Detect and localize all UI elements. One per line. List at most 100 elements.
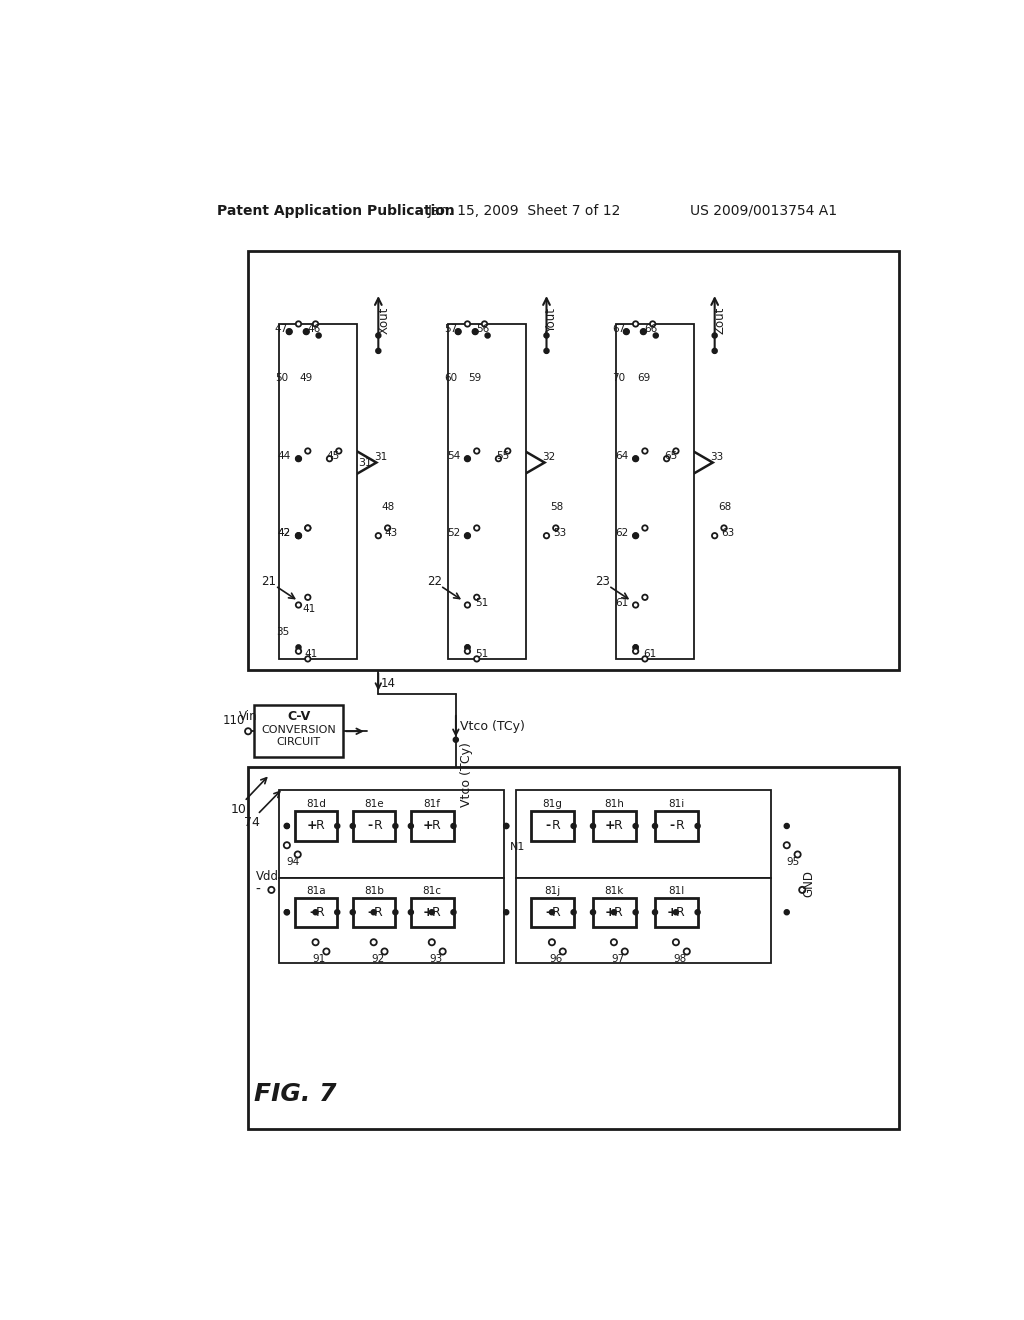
- Text: 95: 95: [786, 857, 800, 867]
- Circle shape: [285, 909, 289, 915]
- Text: CIRCUIT: CIRCUIT: [276, 737, 321, 747]
- Circle shape: [673, 449, 679, 454]
- Circle shape: [633, 602, 638, 607]
- Text: Xout: Xout: [377, 306, 390, 334]
- Text: -: -: [255, 883, 260, 896]
- Circle shape: [465, 533, 470, 539]
- Text: Vdd: Vdd: [256, 870, 279, 883]
- Circle shape: [474, 594, 479, 601]
- Circle shape: [305, 525, 310, 531]
- Circle shape: [560, 948, 566, 954]
- Text: 35: 35: [275, 627, 289, 638]
- Circle shape: [474, 525, 479, 531]
- Text: N1: N1: [510, 842, 525, 851]
- Circle shape: [465, 645, 470, 649]
- Text: 110: 110: [222, 714, 245, 727]
- Text: 81e: 81e: [365, 800, 384, 809]
- Bar: [655, 898, 697, 927]
- Circle shape: [673, 940, 679, 945]
- Circle shape: [642, 594, 647, 601]
- Text: +: +: [307, 820, 317, 833]
- Text: 55: 55: [496, 451, 509, 462]
- Text: -: -: [309, 906, 314, 919]
- Text: 91: 91: [312, 954, 326, 964]
- Bar: [280, 789, 504, 878]
- Text: 66: 66: [644, 325, 657, 334]
- Text: 67: 67: [612, 325, 626, 334]
- Text: Vin: Vin: [239, 710, 257, 723]
- Text: 97: 97: [611, 954, 625, 964]
- Circle shape: [350, 824, 355, 829]
- Circle shape: [664, 455, 670, 462]
- Circle shape: [456, 329, 461, 334]
- Bar: [515, 878, 771, 964]
- Circle shape: [295, 851, 301, 858]
- Circle shape: [335, 909, 340, 915]
- Circle shape: [633, 648, 638, 653]
- Circle shape: [296, 321, 301, 326]
- Circle shape: [324, 948, 330, 954]
- Circle shape: [452, 909, 456, 915]
- Circle shape: [465, 321, 470, 326]
- Circle shape: [591, 824, 595, 829]
- Circle shape: [296, 533, 301, 539]
- Circle shape: [284, 842, 290, 849]
- Text: 46: 46: [307, 325, 321, 334]
- Text: 61: 61: [643, 648, 656, 659]
- Text: +: +: [423, 906, 433, 919]
- Text: 42: 42: [278, 528, 291, 539]
- Circle shape: [296, 645, 301, 649]
- Circle shape: [285, 824, 289, 829]
- Text: 52: 52: [446, 528, 460, 539]
- Text: R: R: [552, 820, 560, 833]
- Text: Yout: Yout: [546, 308, 558, 333]
- Circle shape: [553, 525, 558, 531]
- Text: 69: 69: [637, 372, 650, 383]
- Text: 93: 93: [429, 954, 442, 964]
- Circle shape: [287, 330, 292, 334]
- Text: 42: 42: [278, 528, 291, 539]
- Circle shape: [784, 824, 790, 829]
- Circle shape: [312, 940, 318, 945]
- Circle shape: [642, 449, 647, 454]
- Text: GND: GND: [802, 870, 815, 898]
- Circle shape: [409, 824, 414, 829]
- Circle shape: [313, 321, 318, 326]
- Text: 48: 48: [382, 502, 395, 512]
- Circle shape: [303, 329, 309, 334]
- Text: 81k: 81k: [604, 886, 624, 896]
- Circle shape: [296, 648, 301, 653]
- Text: +: +: [423, 820, 433, 833]
- Circle shape: [336, 449, 342, 454]
- Circle shape: [296, 602, 301, 607]
- Circle shape: [624, 330, 629, 334]
- Bar: [449, 323, 525, 659]
- Circle shape: [633, 824, 638, 829]
- Text: 22: 22: [427, 576, 441, 589]
- Circle shape: [695, 909, 700, 915]
- Text: 65: 65: [664, 451, 677, 462]
- Text: 61: 61: [615, 598, 629, 607]
- Circle shape: [393, 824, 397, 829]
- Circle shape: [376, 533, 381, 539]
- Bar: [295, 812, 337, 841]
- Text: 33: 33: [711, 453, 724, 462]
- Text: Patent Application Publication: Patent Application Publication: [217, 203, 455, 218]
- Bar: [515, 789, 771, 878]
- Text: 43: 43: [385, 528, 398, 539]
- Circle shape: [795, 851, 801, 858]
- Circle shape: [465, 602, 470, 607]
- Circle shape: [372, 909, 376, 915]
- Text: -: -: [368, 906, 373, 919]
- Circle shape: [268, 887, 274, 892]
- Circle shape: [721, 525, 727, 531]
- Circle shape: [385, 525, 390, 531]
- Circle shape: [571, 909, 575, 915]
- Text: 59: 59: [469, 372, 482, 383]
- Circle shape: [473, 330, 477, 334]
- Text: 64: 64: [615, 451, 629, 462]
- Circle shape: [429, 940, 435, 945]
- Circle shape: [504, 824, 509, 829]
- Text: R: R: [552, 906, 560, 919]
- Text: 81h: 81h: [604, 800, 625, 809]
